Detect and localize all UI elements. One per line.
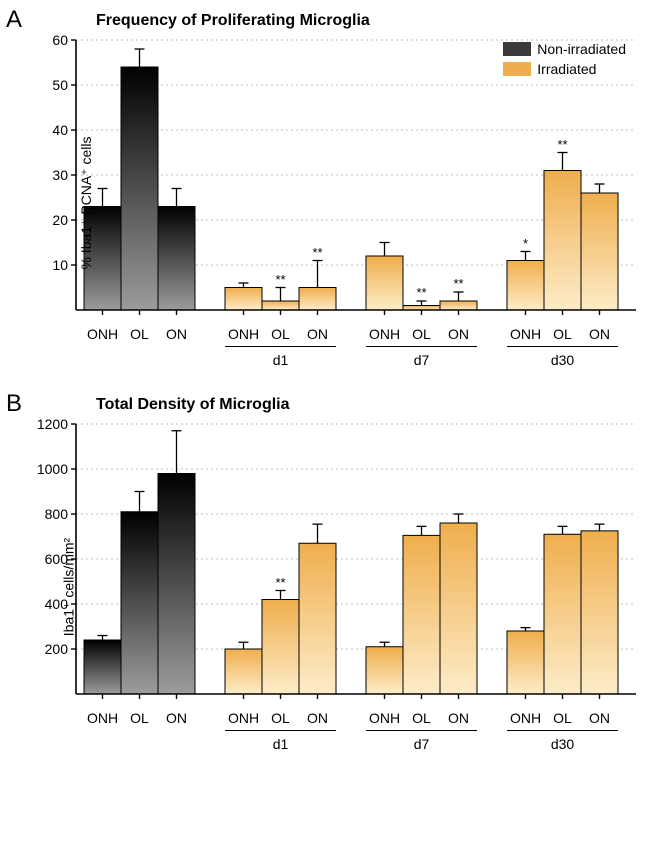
panel-letter-b: B [6, 390, 22, 418]
bar [507, 631, 544, 694]
chart-b-svg: 20040060080010001200 [18, 416, 648, 706]
group-underline [507, 730, 618, 731]
chart-b-ylabel: Iba1⁺ cells/mm² [61, 538, 78, 636]
panel-letter-a: A [6, 6, 22, 34]
x-category-label: ON [589, 326, 610, 342]
bar [262, 301, 299, 310]
x-category-label: ON [166, 710, 187, 726]
group-label: d7 [414, 352, 430, 368]
bar [158, 207, 195, 311]
bar [366, 647, 403, 694]
x-category-label: OL [271, 326, 290, 342]
chart-b-wrap: Iba1⁺ cells/mm² 20040060080010001200 ** … [18, 416, 654, 758]
bar [544, 534, 581, 694]
bar [440, 523, 477, 694]
x-category-label: ONH [228, 710, 259, 726]
legend-item-irradiated: Irradiated [503, 60, 626, 78]
group-underline [225, 730, 336, 731]
bar [225, 649, 262, 694]
x-category-label: ONH [87, 326, 118, 342]
legend-swatch-irradiated [503, 62, 531, 76]
bar [225, 288, 262, 311]
svg-text:1200: 1200 [37, 416, 68, 432]
bar [366, 256, 403, 310]
group-underline [366, 730, 477, 731]
x-category-label: ON [307, 326, 328, 342]
x-category-label: ON [448, 326, 469, 342]
group-label: d30 [551, 352, 574, 368]
svg-text:800: 800 [45, 506, 69, 522]
svg-text:50: 50 [52, 77, 68, 93]
bar [299, 543, 336, 694]
x-category-label: OL [130, 326, 149, 342]
x-category-label: OL [553, 710, 572, 726]
bar [544, 171, 581, 311]
x-category-label: ON [307, 710, 328, 726]
x-category-label: ONH [87, 710, 118, 726]
svg-text:200: 200 [45, 641, 69, 657]
svg-text:1000: 1000 [37, 461, 68, 477]
svg-text:60: 60 [52, 32, 68, 48]
svg-text:30: 30 [52, 167, 68, 183]
group-label: d1 [273, 736, 289, 752]
x-category-label: OL [553, 326, 572, 342]
group-underline [225, 346, 336, 347]
x-category-label: ON [448, 710, 469, 726]
bar [440, 301, 477, 310]
legend-swatch-non-irradiated [503, 42, 531, 56]
x-category-label: ON [589, 710, 610, 726]
chart-a-wrap: % Iba1⁺ PCNA⁺ cells Non-irradiated Irrad… [18, 32, 654, 374]
figure: A Frequency of Proliferating Microglia %… [0, 0, 664, 768]
group-label: d7 [414, 736, 430, 752]
chart-a-ylabel: % Iba1⁺ PCNA⁺ cells [78, 136, 95, 269]
x-category-label: ONH [510, 326, 541, 342]
bar [84, 640, 121, 694]
bar [507, 261, 544, 311]
x-category-label: ONH [510, 710, 541, 726]
svg-text:40: 40 [52, 122, 68, 138]
x-category-label: ONH [369, 326, 400, 342]
bar [121, 512, 158, 694]
x-category-label: OL [412, 326, 431, 342]
legend-item-non-irradiated: Non-irradiated [503, 40, 626, 58]
bar [121, 67, 158, 310]
x-category-label: OL [271, 710, 290, 726]
group-underline [507, 346, 618, 347]
panel-a: A Frequency of Proliferating Microglia %… [18, 12, 654, 374]
panel-b: B Total Density of Microglia Iba1⁺ cells… [18, 396, 654, 758]
bar [581, 531, 618, 694]
chart-a-xlabels: ONH OL ON ONH OL ON ONH OL ON ONH OL ON d1 d7 d30 [76, 322, 654, 374]
x-category-label: ONH [369, 710, 400, 726]
chart-b-xlabels: ONH OL ON ONH OL ON ONH OL ON ONH OL ON d1 d7 d30 [76, 706, 654, 758]
group-underline [366, 346, 477, 347]
group-label: d30 [551, 736, 574, 752]
bar [403, 535, 440, 694]
group-label: d1 [273, 352, 289, 368]
legend-label-irradiated: Irradiated [537, 60, 596, 78]
chart-a-title: Frequency of Proliferating Microglia [96, 12, 654, 30]
bar [581, 193, 618, 310]
svg-text:10: 10 [52, 257, 68, 273]
x-category-label: OL [412, 710, 431, 726]
chart-b-title: Total Density of Microglia [96, 396, 654, 414]
bar [299, 288, 336, 311]
x-category-label: ON [166, 326, 187, 342]
legend-label-non-irradiated: Non-irradiated [537, 40, 626, 58]
svg-text:20: 20 [52, 212, 68, 228]
bar [262, 600, 299, 695]
x-category-label: ONH [228, 326, 259, 342]
x-category-label: OL [130, 710, 149, 726]
legend: Non-irradiated Irradiated [503, 40, 626, 80]
bar [158, 474, 195, 695]
